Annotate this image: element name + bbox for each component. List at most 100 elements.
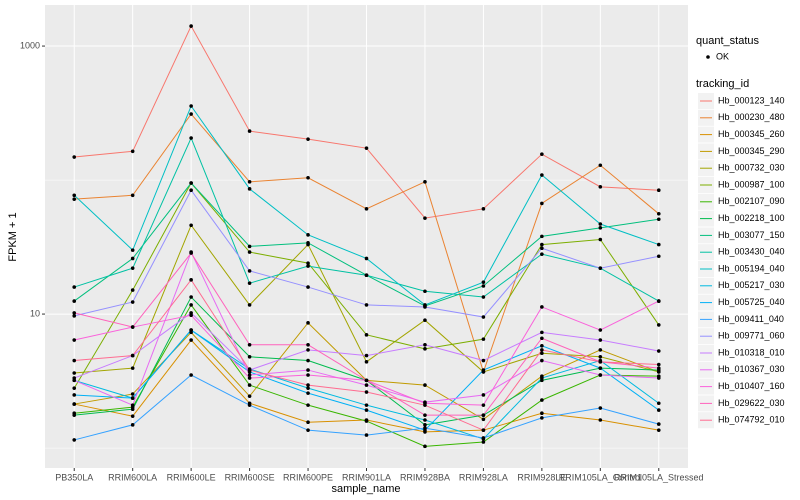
data-point [72,193,77,198]
data-point [540,330,544,335]
data-point [423,413,427,417]
data-point [423,305,427,309]
x-tick-label: RRIM600PE [283,472,333,482]
data-point [306,403,310,407]
data-point [481,436,486,440]
data-point [189,223,193,228]
data-point [72,311,77,315]
data-point [598,406,603,410]
data-point [598,348,603,352]
data-point [247,281,252,285]
data-point [247,394,252,398]
data-point [481,358,486,363]
data-point [481,315,486,319]
data-point [130,366,135,370]
data-point [481,417,486,422]
y-tick-label: 1000 [20,40,40,50]
data-point [364,273,369,278]
data-point [656,349,661,353]
data-point [189,295,193,299]
legend-label: Hb_009771_060 [718,331,785,341]
data-point [656,422,661,426]
data-point [189,313,193,318]
data-point [656,212,661,216]
data-point [364,146,369,150]
data-point [598,237,603,242]
data-point [598,360,603,364]
x-tick-label: PB350LA [55,472,93,482]
data-point [130,403,135,407]
data-point [598,418,603,422]
data-point [656,299,661,303]
data-point [540,376,544,380]
data-point [540,152,544,156]
data-point [306,358,310,363]
data-point [481,393,486,397]
x-axis-title: sample_name [331,483,400,495]
data-point [306,368,310,372]
legend-title: tracking_id [696,78,749,90]
data-point [540,416,544,420]
x-tick-label: RRIM600LE [167,472,216,482]
legend-label: Hb_010407_160 [718,381,785,391]
data-point [130,392,135,396]
data-point [364,353,369,358]
legend-label: Hb_000732_030 [718,163,785,173]
x-tick-label: RRIM600LA [108,472,157,482]
data-point [423,342,427,347]
data-point [72,371,77,375]
legend-title: quant_status [696,35,759,47]
data-point [72,402,77,406]
data-point [540,336,544,341]
legend-label: Hb_010367_030 [718,364,785,374]
data-point [130,288,135,292]
data-point [540,358,544,363]
data-point [189,24,193,28]
data-point [72,314,77,318]
data-point [189,251,193,255]
data-point [481,413,486,417]
x-tick-label: RRIM105LA_Stressed [614,472,704,482]
data-point [364,383,369,387]
legend-label: Hb_074792_010 [718,415,785,425]
data-point [247,187,252,191]
data-point [481,280,486,284]
data-point [189,181,193,185]
data-point [481,207,486,211]
legend-label: Hb_005217_030 [718,280,785,290]
data-point [598,328,603,332]
data-point [481,428,486,432]
data-point [306,383,310,387]
data-point [598,222,603,226]
data-point [423,444,427,449]
data-point [189,373,193,377]
data-point [306,373,310,377]
data-point [247,303,252,307]
data-point [72,438,77,442]
y-axis-title: FPKM + 1 [7,212,19,261]
data-point [481,284,486,288]
data-point [247,354,252,359]
data-point [130,423,135,427]
data-point [306,386,310,390]
legend-label: Hb_003077_150 [718,230,785,240]
data-point [189,188,193,193]
data-point [540,173,544,177]
data-point [130,396,135,400]
data-point [364,333,369,337]
data-point [656,362,661,367]
data-point [364,256,369,261]
data-point [306,233,310,237]
data-point [72,155,77,159]
data-point [72,378,77,383]
data-point [598,366,603,370]
data-point [481,403,486,407]
data-point [540,201,544,206]
x-tick-label: RRIM105LA_Control [559,472,642,482]
data-point [130,325,135,329]
data-point [598,226,603,230]
data-point [72,413,77,417]
data-point [247,383,252,387]
data-point [481,440,486,444]
